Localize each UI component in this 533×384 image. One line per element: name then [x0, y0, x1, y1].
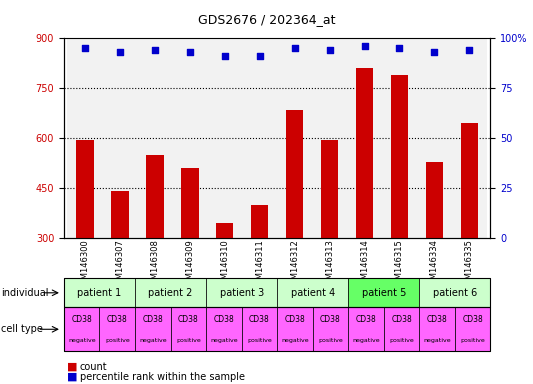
Bar [452, 38, 487, 238]
Text: ■: ■ [67, 362, 77, 372]
Text: patient 1: patient 1 [77, 288, 122, 298]
Text: CD38: CD38 [142, 315, 163, 324]
Point [255, 53, 264, 60]
Text: CD38: CD38 [427, 315, 447, 324]
Text: ■: ■ [67, 372, 77, 382]
Text: patient 4: patient 4 [290, 288, 335, 298]
Bar [146, 155, 164, 338]
Bar [111, 192, 128, 338]
Text: negative: negative [281, 338, 309, 343]
Text: cell type: cell type [1, 324, 43, 334]
Bar [347, 38, 382, 238]
Point [290, 45, 299, 51]
Bar [242, 38, 277, 238]
Bar [391, 75, 408, 338]
Text: CD38: CD38 [285, 315, 305, 324]
Point [465, 47, 474, 53]
Point [185, 49, 194, 55]
Text: positive: positive [460, 338, 485, 343]
Text: negative: negative [68, 338, 95, 343]
Text: patient 5: patient 5 [361, 288, 406, 298]
Bar [68, 38, 102, 238]
Point [430, 49, 439, 55]
Bar [312, 38, 347, 238]
Bar [181, 168, 198, 338]
Bar [216, 223, 233, 338]
Bar [321, 140, 338, 338]
Bar [356, 68, 373, 338]
Bar [417, 38, 452, 238]
Text: positive: positive [247, 338, 272, 343]
Point [150, 47, 159, 53]
Text: GDS2676 / 202364_at: GDS2676 / 202364_at [198, 13, 335, 26]
Bar [286, 110, 303, 338]
Text: CD38: CD38 [356, 315, 376, 324]
Text: CD38: CD38 [249, 315, 270, 324]
Text: percentile rank within the sample: percentile rank within the sample [80, 372, 245, 382]
Text: patient 6: patient 6 [433, 288, 477, 298]
Point [116, 49, 124, 55]
Bar [461, 123, 478, 338]
Bar [426, 162, 443, 338]
Point [325, 47, 334, 53]
Text: patient 3: patient 3 [220, 288, 264, 298]
Point [80, 45, 89, 51]
Bar [251, 205, 269, 338]
Text: negative: negative [423, 338, 451, 343]
Text: CD38: CD38 [71, 315, 92, 324]
Text: patient 2: patient 2 [148, 288, 193, 298]
Bar [382, 38, 417, 238]
Bar [172, 38, 207, 238]
Text: negative: negative [352, 338, 380, 343]
Point [395, 45, 404, 51]
Bar [102, 38, 138, 238]
Bar [138, 38, 172, 238]
Text: CD38: CD38 [462, 315, 483, 324]
Text: negative: negative [210, 338, 238, 343]
Bar [277, 38, 312, 238]
Text: CD38: CD38 [178, 315, 199, 324]
Text: count: count [80, 362, 108, 372]
Bar [76, 140, 94, 338]
Text: CD38: CD38 [391, 315, 412, 324]
Text: positive: positive [318, 338, 343, 343]
Bar [207, 38, 242, 238]
Point [360, 43, 369, 50]
Text: positive: positive [176, 338, 201, 343]
Text: CD38: CD38 [107, 315, 127, 324]
Text: CD38: CD38 [214, 315, 234, 324]
Point [221, 53, 229, 60]
Text: positive: positive [389, 338, 414, 343]
Text: individual: individual [1, 288, 49, 298]
Text: CD38: CD38 [320, 315, 341, 324]
Text: negative: negative [139, 338, 167, 343]
Text: positive: positive [105, 338, 130, 343]
